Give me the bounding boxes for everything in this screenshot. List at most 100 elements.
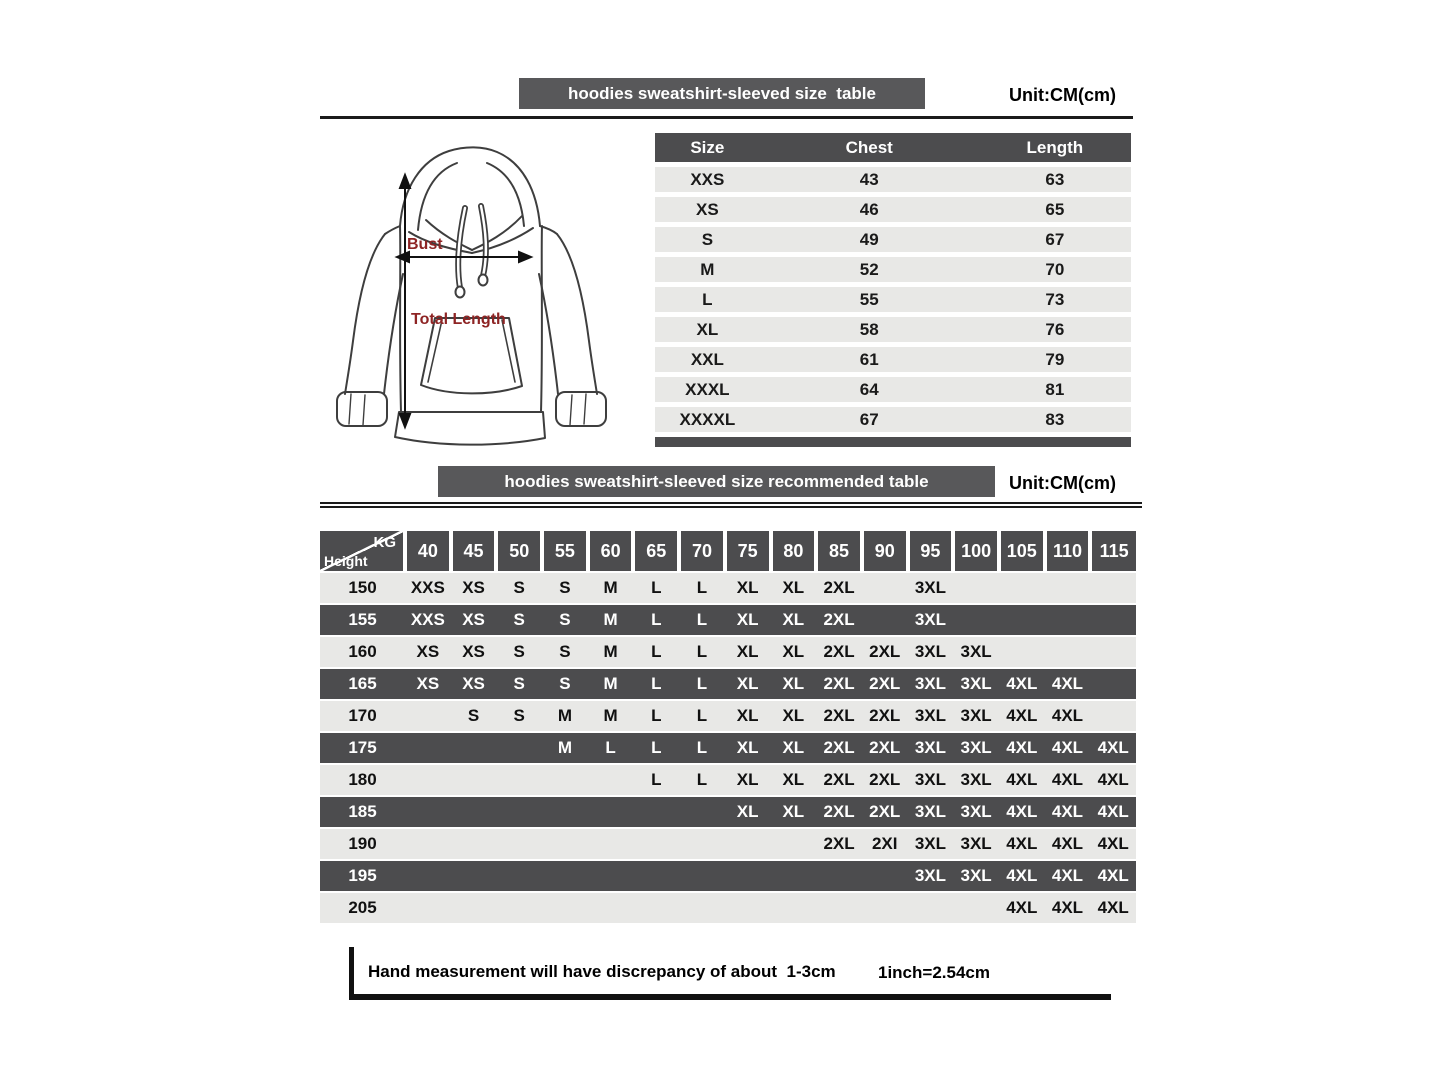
size-value-cell [451, 893, 497, 923]
size-value-cell [816, 861, 862, 891]
size-value-cell: L [651, 578, 662, 597]
size-value-cell: S [513, 674, 525, 693]
size-value-cell [862, 893, 908, 923]
size-value-cell: 4XL [1051, 802, 1084, 821]
cell-chest: 52 [859, 260, 879, 279]
divider-line [320, 502, 1142, 508]
footnote-text: Hand measurement will have discrepancy o… [368, 962, 836, 981]
size-value-cell: S [513, 706, 525, 725]
table-row: 195 3XL 3XL 4XL 4XL 4XL [320, 861, 1136, 891]
size-value-cell: M [603, 674, 618, 693]
size-value-cell [496, 733, 542, 763]
size-value-cell: 3XL [914, 578, 946, 597]
size-value-cell [451, 765, 497, 795]
size-value-cell [633, 861, 679, 891]
size-value-cell: L [651, 674, 662, 693]
size-value-cell: 3XL [914, 834, 946, 853]
size-value-cell: 4XL [1006, 898, 1038, 917]
size-value-cell: XL [782, 578, 805, 597]
size-value-cell [405, 829, 451, 859]
kg-header-cell: 110 [1046, 531, 1089, 571]
hood-outline [399, 146, 541, 227]
recommended-table: KG Height 40 45 50 55 60 65 70 75 80 85 90 95 100 105… [320, 531, 1136, 923]
footnote-left-bar [349, 947, 354, 999]
size-value-cell [542, 765, 588, 795]
cell-chest: 55 [859, 290, 879, 309]
size-value-cell: XXS [410, 578, 445, 597]
size-value-cell: 3XL [914, 738, 946, 757]
size-value-cell: 2XL [823, 610, 855, 629]
left-cuff [336, 391, 388, 427]
table-row: XXS 43 63 [655, 167, 1131, 192]
size-value-cell: L [651, 642, 662, 661]
size-value-cell: 4XL [1051, 706, 1084, 725]
table-row: 160 XS XS S S M L L XL XL 2XL 2XL 3XL 3XL [320, 637, 1136, 667]
size-value-cell: 3XL [960, 866, 992, 885]
height-cell: 160 [348, 642, 377, 661]
kg-header-cell: 45 [452, 531, 495, 571]
size-value-cell: 2XL [823, 770, 855, 789]
size-value-cell [953, 573, 999, 603]
cell-length: 70 [1045, 260, 1065, 279]
cell-size: XXXXL [679, 410, 736, 429]
size-value-cell [679, 893, 725, 923]
size-value-cell [496, 861, 542, 891]
table-row: 165 XS XS S S M L L XL XL 2XL 2XL 3XL 3XL 4XL 4XL [320, 669, 1136, 699]
size-value-cell: L [696, 610, 708, 629]
size-value-cell: 3XL [960, 738, 992, 757]
size-value-cell: 3XL [960, 834, 992, 853]
size-value-cell: 4XL [1097, 770, 1129, 789]
size-value-cell [725, 893, 771, 923]
height-cell: 165 [348, 674, 377, 693]
size-value-cell: S [559, 642, 571, 661]
size-value-cell [1090, 573, 1136, 603]
size-value-cell: 4XL [1097, 898, 1129, 917]
table-row: XXXXL 67 83 [655, 407, 1131, 432]
cell-size: M [700, 260, 715, 279]
table-row: XXXL 64 81 [655, 377, 1131, 402]
size-value-cell [771, 861, 817, 891]
unit-label: Unit:CM(cm) [1009, 85, 1116, 105]
cell-chest: 46 [859, 200, 879, 219]
size-value-cell [725, 829, 771, 859]
size-value-cell [1045, 637, 1091, 667]
size-value-cell: XL [736, 642, 759, 661]
size-value-cell: 4XL [1051, 738, 1084, 757]
size-value-cell [679, 797, 725, 827]
size-value-cell: S [559, 610, 571, 629]
size-value-cell: 4XL [1006, 770, 1038, 789]
size-value-cell: XL [782, 610, 805, 629]
size-value-cell: S [513, 578, 525, 597]
size-value-cell: 3XL [914, 866, 946, 885]
size-value-cell [1090, 605, 1136, 635]
size-value-cell: S [559, 578, 571, 597]
size-value-cell [451, 733, 497, 763]
size-value-cell: 2XL [823, 738, 855, 757]
size-value-cell: 2XI [871, 834, 898, 853]
size-value-cell [953, 893, 999, 923]
size-value-cell [999, 637, 1045, 667]
size-value-cell: 3XL [960, 674, 992, 693]
size-value-cell [588, 765, 634, 795]
table-row: 185 XL XL 2XL 2XL 3XL 3XL 4XL 4XL 4XL [320, 797, 1136, 827]
size-value-cell: 2XL [823, 706, 855, 725]
size-value-cell [862, 605, 908, 635]
size-value-cell: 4XL [1051, 898, 1084, 917]
size-value-cell: L [651, 706, 662, 725]
size-value-cell: 3XL [914, 674, 946, 693]
table-row: 155 XXS XS S S M L L XL XL 2XL 3XL [320, 605, 1136, 635]
size-value-cell [862, 861, 908, 891]
size-value-cell [816, 893, 862, 923]
size-value-cell: 2XL [869, 802, 901, 821]
size-value-cell [542, 861, 588, 891]
size-value-cell [451, 829, 497, 859]
height-cell: 170 [348, 706, 377, 725]
size-value-cell [999, 573, 1045, 603]
size-value-cell: 4XL [1006, 706, 1038, 725]
table-row: XS 46 65 [655, 197, 1131, 222]
size-value-cell: L [696, 578, 708, 597]
size-value-cell [496, 797, 542, 827]
table-row: 175 M L L L XL XL 2XL 2XL 3XL 3XL 4XL 4XL 4XL [320, 733, 1136, 763]
size-value-cell: 4XL [1097, 866, 1129, 885]
size-value-cell: L [696, 738, 708, 757]
